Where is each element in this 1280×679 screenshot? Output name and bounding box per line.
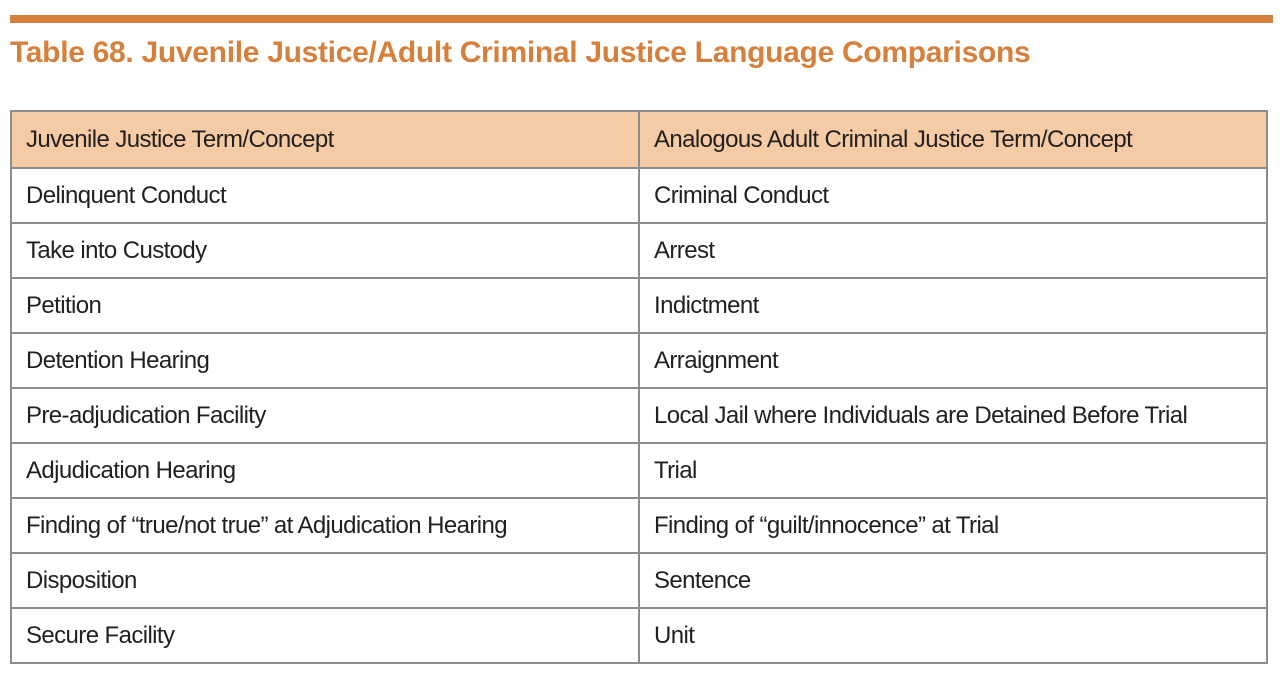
table-row: Detention Hearing Arraignment <box>10 332 1268 389</box>
juvenile-term-cell: Delinquent Conduct <box>10 167 640 224</box>
table-row: Take into Custody Arrest <box>10 222 1268 279</box>
adult-term-cell: Unit <box>638 607 1268 664</box>
table-row: Disposition Sentence <box>10 552 1268 609</box>
adult-term-cell: Finding of “guilt/innocence” at Trial <box>638 497 1268 554</box>
juvenile-term-cell: Secure Facility <box>10 607 640 664</box>
table-row: Secure Facility Unit <box>10 607 1268 664</box>
table-header: Juvenile Justice Term/Concept Analogous … <box>10 110 1268 169</box>
adult-term-cell: Sentence <box>638 552 1268 609</box>
comparison-table: Juvenile Justice Term/Concept Analogous … <box>10 110 1268 664</box>
juvenile-term-cell: Adjudication Hearing <box>10 442 640 499</box>
table-row: Petition Indictment <box>10 277 1268 334</box>
juvenile-term-cell: Petition <box>10 277 640 334</box>
table-row: Finding of “true/not true” at Adjudicati… <box>10 497 1268 554</box>
header-juvenile-term: Juvenile Justice Term/Concept <box>10 110 640 169</box>
juvenile-term-cell: Disposition <box>10 552 640 609</box>
adult-term-cell: Local Jail where Individuals are Detaine… <box>638 387 1268 444</box>
table-row: Delinquent Conduct Criminal Conduct <box>10 167 1268 224</box>
adult-term-cell: Indictment <box>638 277 1268 334</box>
title-accent-bar <box>10 15 1273 23</box>
comparison-table-body: Delinquent Conduct Criminal Conduct Take i… <box>10 167 1268 664</box>
adult-term-cell: Trial <box>638 442 1268 499</box>
juvenile-term-cell: Pre-adjudication Facility <box>10 387 640 444</box>
table-title: Table 68. Juvenile Justice/Adult Crimina… <box>10 36 1031 69</box>
header-adult-term: Analogous Adult Criminal Justice Term/Co… <box>638 110 1268 169</box>
juvenile-term-cell: Detention Hearing <box>10 332 640 389</box>
header-row: Juvenile Justice Term/Concept Analogous … <box>10 110 1268 169</box>
adult-term-cell: Arraignment <box>638 332 1268 389</box>
juvenile-term-cell: Take into Custody <box>10 222 640 279</box>
table-row: Pre-adjudication Facility Local Jail wher… <box>10 387 1268 444</box>
adult-term-cell: Arrest <box>638 222 1268 279</box>
juvenile-term-cell: Finding of “true/not true” at Adjudicati… <box>10 497 640 554</box>
adult-term-cell: Criminal Conduct <box>638 167 1268 224</box>
table-row: Adjudication Hearing Trial <box>10 442 1268 499</box>
